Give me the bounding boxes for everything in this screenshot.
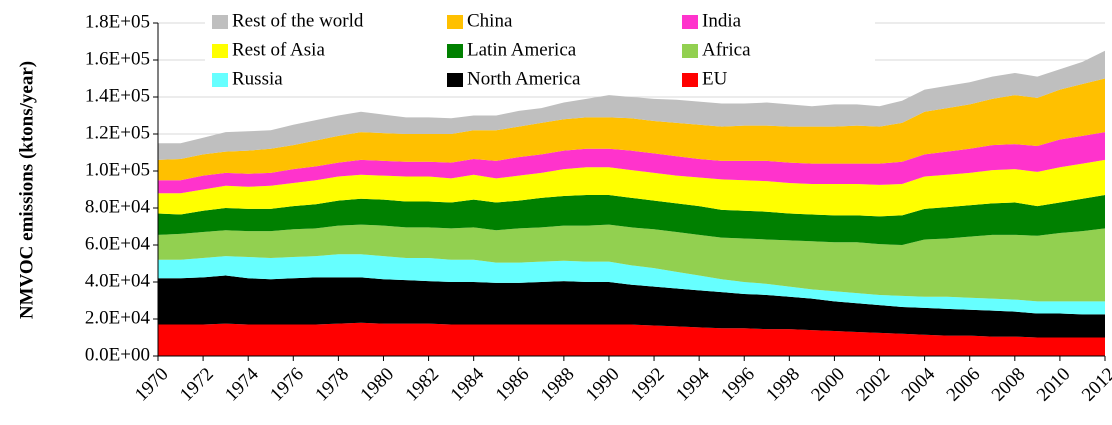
x-tick-label: 2002: [852, 364, 894, 406]
x-tick-label: 1984: [447, 363, 489, 405]
x-tick-label: 1996: [717, 364, 759, 406]
x-tick-label: 1988: [537, 364, 579, 406]
y-tick-label: 1.8E+05: [85, 11, 150, 32]
x-tick-label: 1976: [266, 364, 308, 406]
area: [158, 275, 1105, 338]
legend-swatch: [682, 15, 698, 29]
x-tick-label: 2006: [943, 364, 985, 406]
legend-background: [205, 8, 875, 94]
y-axis-label: NMVOC emissions (ktons/year): [16, 61, 37, 319]
y-tick-label: 2.0E+04: [85, 307, 151, 328]
y-tick-label: 8.0E+04: [85, 196, 151, 217]
legend-swatch: [212, 44, 228, 58]
y-tick-label: 6.0E+04: [85, 233, 151, 254]
x-tick-label: 1972: [176, 364, 218, 406]
legend-label: Russia: [232, 68, 283, 89]
x-tick-label: 1998: [762, 364, 804, 406]
legend-swatch: [447, 73, 463, 87]
legend-label: Rest of the world: [232, 10, 364, 31]
x-tick-label: 1986: [492, 364, 534, 406]
legend-swatch: [682, 44, 698, 58]
y-tick-label: 4.0E+04: [85, 270, 151, 291]
area: [158, 159, 1105, 217]
y-tick-label: 1.2E+05: [85, 122, 150, 143]
legend-swatch: [212, 15, 228, 29]
x-tick-label: 2008: [988, 364, 1030, 406]
x-tick-label: 2012: [1078, 364, 1112, 406]
y-tick-label: 0.0E+00: [85, 344, 150, 365]
legend-swatch: [682, 73, 698, 87]
legend-label: India: [702, 10, 742, 31]
area: [158, 254, 1105, 315]
legend-label: EU: [702, 68, 728, 89]
x-tick-label: 1994: [672, 363, 714, 405]
area: [158, 78, 1105, 181]
area: [158, 195, 1105, 245]
x-tick-label: 1992: [627, 364, 669, 406]
x-tick-label: 2004: [898, 363, 940, 405]
x-tick-label: 1980: [356, 364, 398, 406]
area: [158, 322, 1105, 356]
legend-label: North America: [467, 68, 581, 89]
y-tick-label: 1.4E+05: [85, 85, 150, 106]
x-tick-label: 1970: [131, 364, 173, 406]
legend-swatch: [447, 15, 463, 29]
x-tick-label: 1978: [311, 364, 353, 406]
legend-swatch: [447, 44, 463, 58]
legend-swatch: [212, 73, 228, 87]
x-tick-label: 1990: [582, 364, 624, 406]
legend-label: China: [467, 10, 513, 31]
x-tick-label: 1974: [221, 363, 263, 405]
x-tick-label: 2000: [807, 364, 849, 406]
area: [158, 224, 1105, 302]
legend-label: Rest of Asia: [232, 39, 325, 60]
legend-label: Africa: [702, 39, 751, 60]
x-tick-label: 1982: [401, 364, 443, 406]
area: [158, 50, 1105, 160]
y-tick-label: 1.0E+05: [85, 159, 150, 180]
y-tick-label: 1.6E+05: [85, 48, 150, 69]
x-tick-label: 2010: [1033, 364, 1075, 406]
legend-label: Latin America: [467, 39, 577, 60]
area: [158, 132, 1105, 194]
